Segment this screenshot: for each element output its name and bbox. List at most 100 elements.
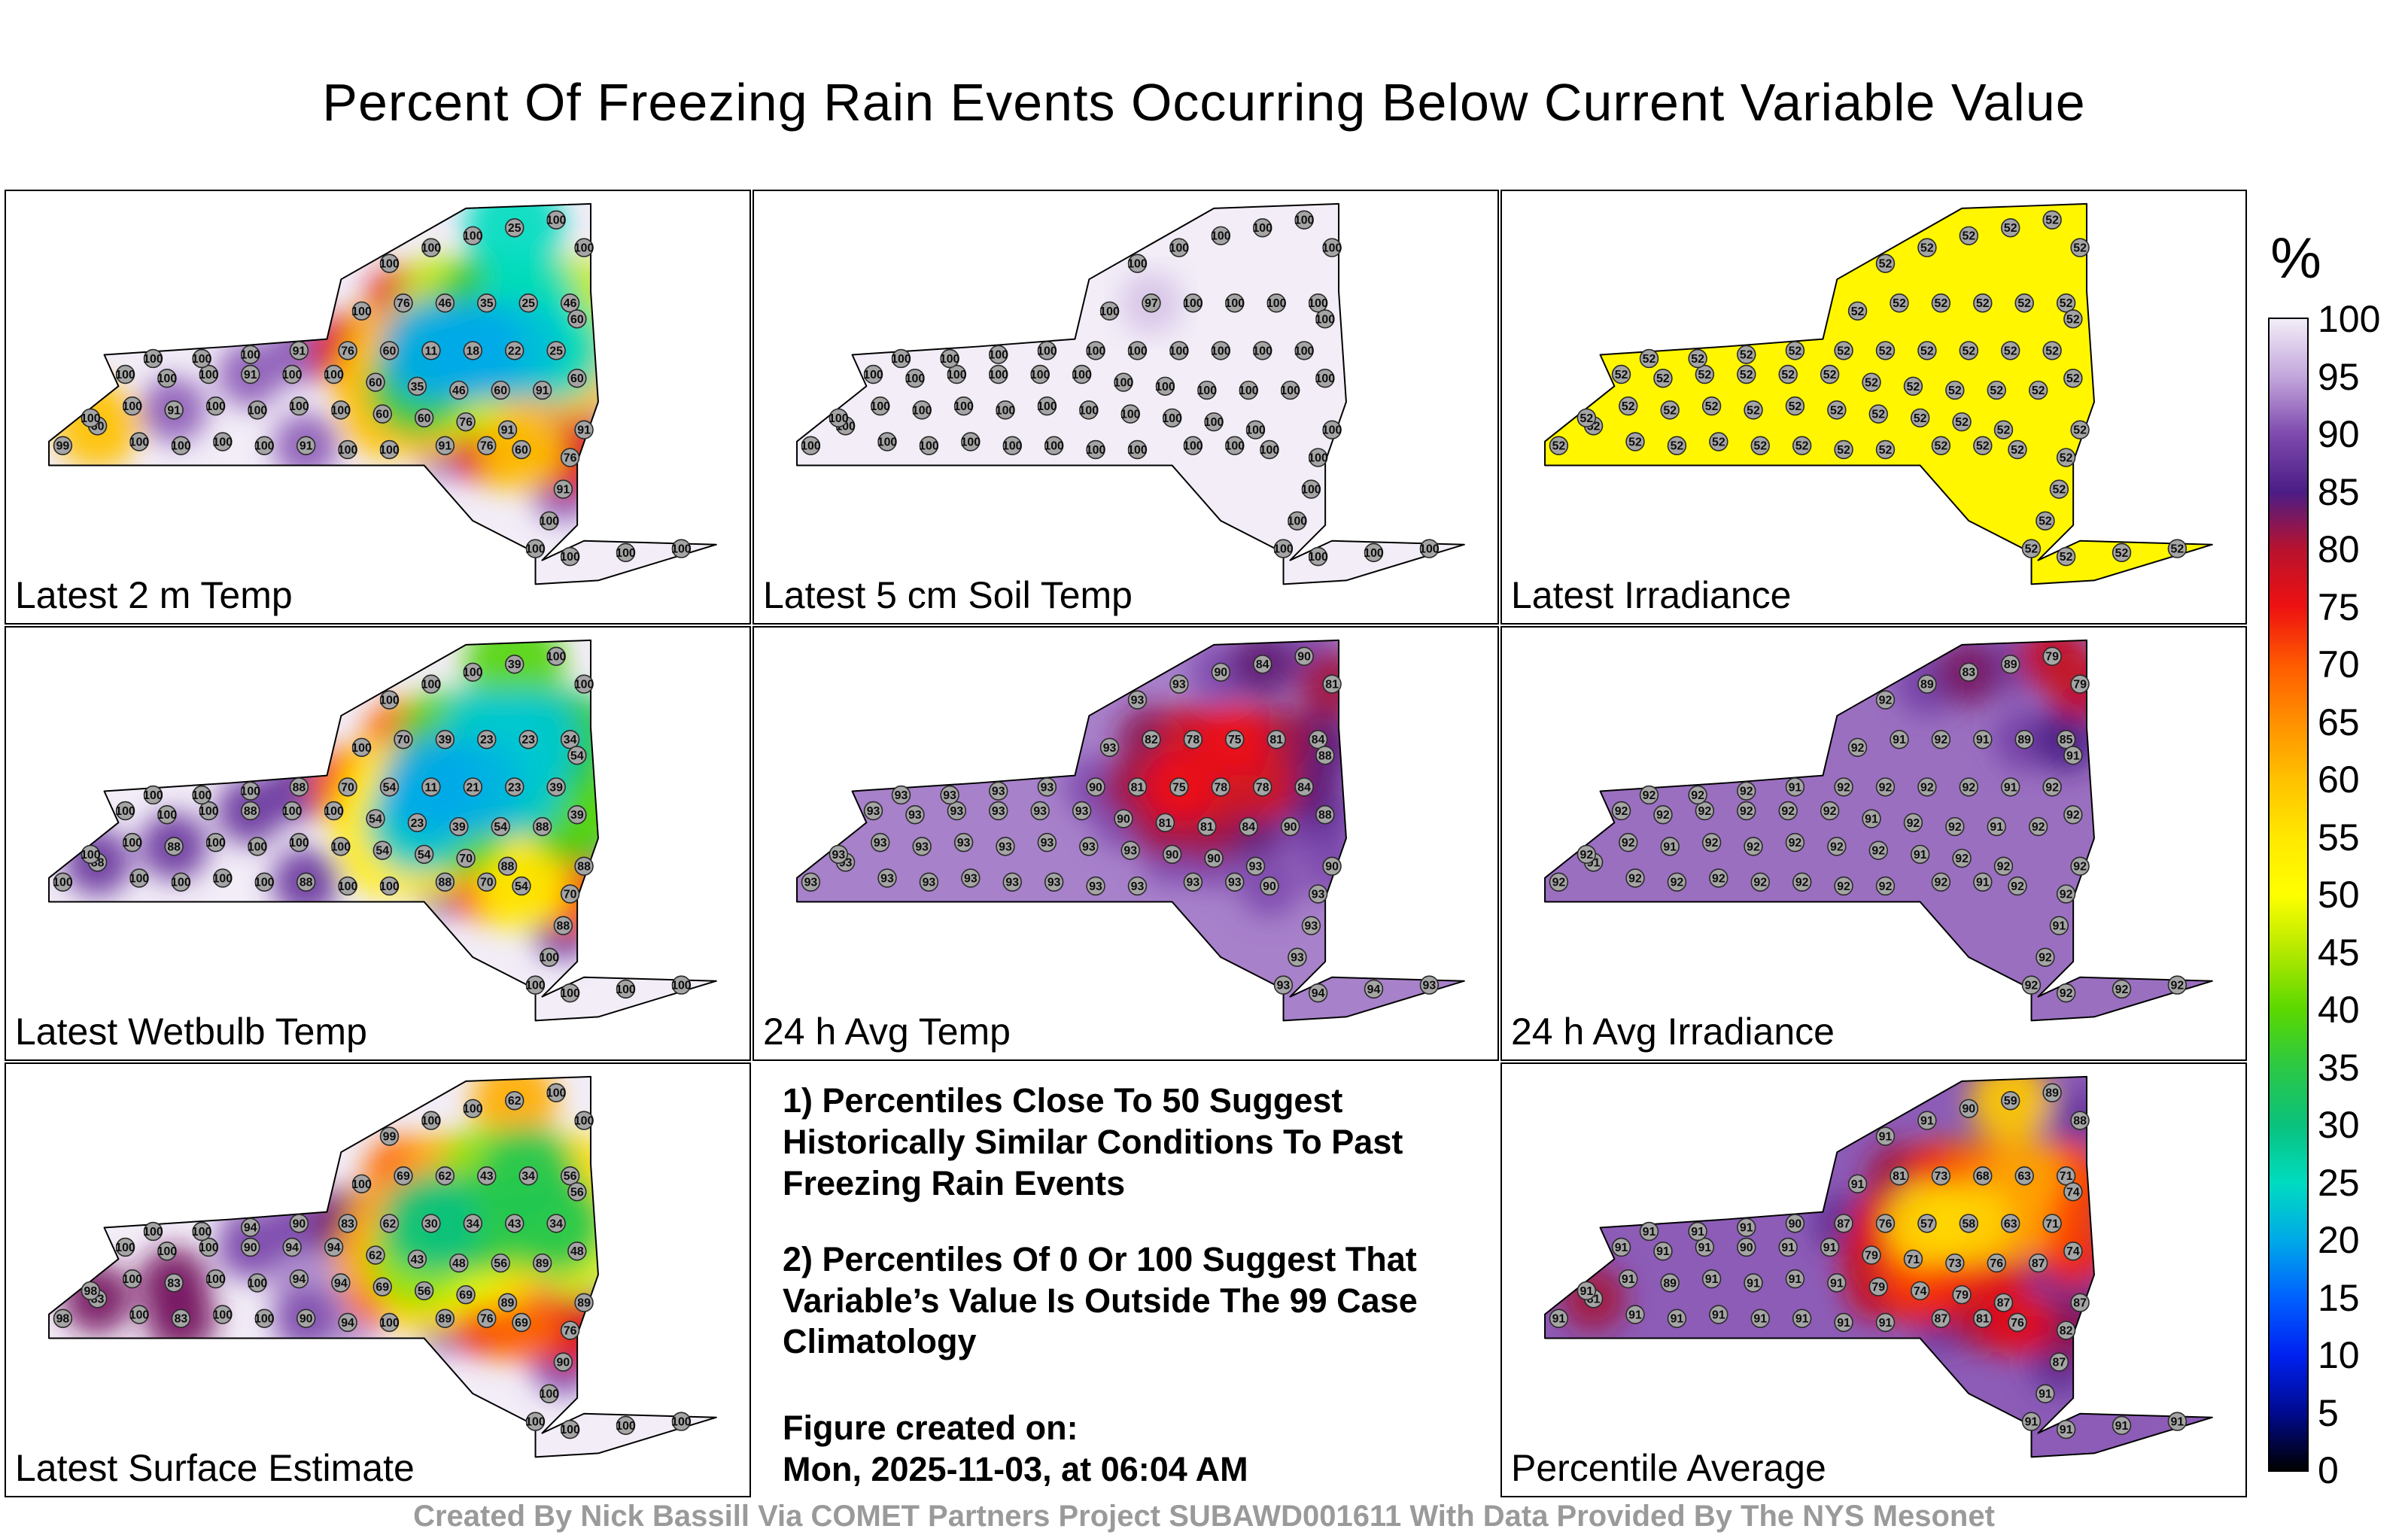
station-marker — [2056, 546, 2076, 567]
station-value: 73 — [1935, 1170, 1948, 1183]
colorbar-tick-label: 70 — [2318, 643, 2360, 685]
station-value: 100 — [1308, 551, 1328, 564]
station-marker — [435, 1166, 455, 1186]
station-marker — [1875, 690, 1896, 710]
station-value: 88 — [167, 840, 181, 853]
station-value: 92 — [1879, 781, 1893, 794]
station-value: 88 — [439, 877, 452, 889]
station-marker — [891, 785, 911, 805]
colorbar-tick-label: 65 — [2318, 701, 2360, 743]
station-marker — [205, 396, 226, 416]
station-marker — [940, 785, 959, 805]
station-marker — [1737, 801, 1756, 821]
station-marker — [2008, 876, 2027, 896]
station-value: 91 — [1837, 1317, 1850, 1330]
station-value: 83 — [341, 1217, 354, 1230]
station-value: 90 — [1207, 853, 1221, 865]
station-marker — [1127, 439, 1148, 460]
station-marker — [505, 777, 524, 797]
station-value: 90 — [1089, 781, 1102, 794]
station-value: 52 — [1893, 297, 1906, 310]
station-value: 84 — [1297, 781, 1311, 794]
station-marker — [2070, 674, 2090, 694]
station-marker — [1709, 1305, 1728, 1324]
station-marker — [1834, 876, 1853, 896]
station-marker — [1611, 801, 1631, 821]
station-marker — [1820, 364, 1840, 385]
station-value: 35 — [411, 381, 424, 394]
station-marker — [2056, 730, 2076, 749]
station-value: 100 — [254, 440, 275, 453]
station-value: 98 — [56, 1313, 70, 1326]
station-value: 100 — [1079, 404, 1099, 417]
station-marker — [1917, 674, 1937, 694]
station-marker — [491, 1253, 510, 1273]
station-marker — [1364, 979, 1384, 999]
station-marker — [2028, 380, 2048, 400]
station-marker — [2070, 1111, 2090, 1130]
station-marker — [961, 432, 981, 451]
station-value: 100 — [213, 436, 233, 448]
station-value: 62 — [383, 1217, 397, 1230]
station-marker — [366, 372, 385, 392]
station-value: 94 — [285, 1242, 299, 1254]
station-value: 93 — [1047, 877, 1061, 889]
station-marker — [129, 1305, 149, 1324]
station-marker — [2049, 916, 2069, 935]
station-marker — [1308, 546, 1328, 567]
station-value: 100 — [1072, 369, 1092, 381]
station-marker — [1792, 872, 1812, 892]
station-marker — [2008, 1312, 2027, 1333]
station-marker — [1959, 226, 1979, 245]
station-value: 100 — [199, 1242, 219, 1254]
station-marker — [1750, 1309, 1770, 1328]
station-marker — [1868, 1277, 1888, 1296]
station-marker — [1744, 837, 1763, 856]
station-marker — [338, 439, 357, 460]
station-value: 60 — [570, 313, 584, 326]
station-value: 85 — [2060, 734, 2073, 746]
station-value: 54 — [375, 845, 389, 858]
station-marker — [1625, 432, 1645, 451]
station-value: 100 — [123, 400, 143, 413]
station-marker — [1211, 777, 1231, 797]
station-value: 88 — [557, 920, 570, 933]
station-value: 83 — [175, 1313, 188, 1326]
station-value: 100 — [143, 789, 163, 802]
station-value: 90 — [1166, 849, 1179, 862]
colorbar-unit-label: % — [2270, 226, 2321, 290]
station-marker — [53, 436, 73, 455]
station-value: 90 — [1214, 667, 1227, 679]
station-value: 92 — [1955, 853, 1969, 865]
station-marker — [296, 436, 316, 455]
station-value: 52 — [1823, 369, 1837, 381]
station-value: 52 — [1976, 297, 1990, 310]
station-value: 100 — [421, 1115, 442, 1128]
station-value: 52 — [2032, 385, 2045, 397]
station-marker — [1959, 341, 1979, 360]
station-marker — [2070, 856, 2090, 876]
station-marker — [1653, 805, 1673, 825]
station-marker — [1701, 1269, 1722, 1289]
station-value: 100 — [143, 1226, 163, 1239]
station-marker — [919, 872, 939, 892]
station-marker — [192, 348, 211, 369]
station-marker — [1072, 364, 1092, 385]
station-value: 23 — [521, 734, 535, 746]
station-marker — [1037, 396, 1057, 416]
station-value: 94 — [334, 1277, 348, 1290]
station-marker — [394, 730, 413, 749]
station-value: 100 — [379, 444, 400, 457]
station-value: 93 — [1172, 679, 1186, 692]
station-marker — [1364, 543, 1384, 563]
station-marker — [525, 975, 546, 995]
station-marker — [1973, 730, 1993, 749]
station-value: 91 — [1789, 781, 1802, 794]
station-value: 68 — [1976, 1170, 1990, 1183]
station-marker — [1315, 746, 1335, 765]
station-value: 52 — [2011, 444, 2024, 457]
station-value: 100 — [953, 400, 974, 413]
station-marker — [1183, 730, 1203, 749]
station-marker — [1260, 439, 1279, 460]
